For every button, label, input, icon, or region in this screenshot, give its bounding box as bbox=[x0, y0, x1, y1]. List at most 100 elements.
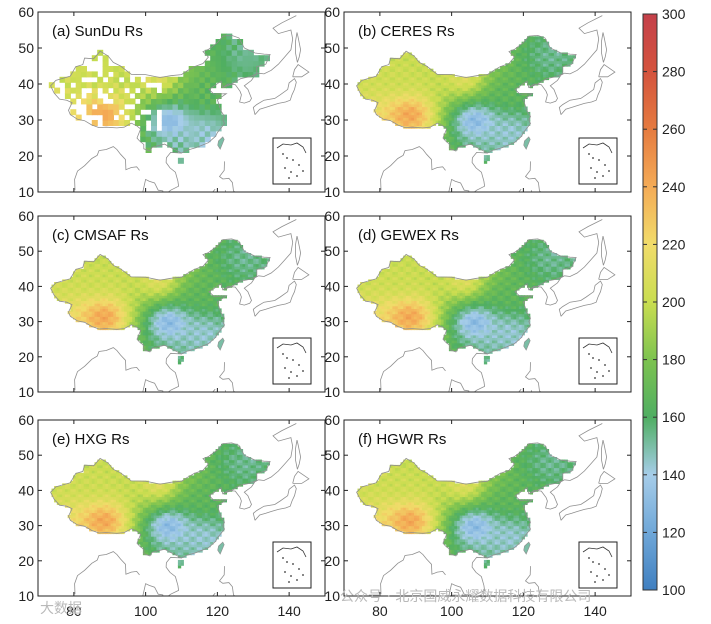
heatmap-cell bbox=[207, 305, 211, 309]
heatmap-cell bbox=[186, 342, 190, 346]
heatmap-cell bbox=[204, 308, 209, 312]
heatmap-cell bbox=[505, 68, 509, 72]
heatmap-cell bbox=[177, 324, 182, 328]
heatmap-cell bbox=[169, 282, 174, 286]
heatmap-cell bbox=[438, 305, 442, 309]
heatmap-cell bbox=[486, 303, 490, 307]
heatmap-cell bbox=[156, 337, 160, 341]
heatmap-cell bbox=[191, 289, 195, 294]
heatmap-cell bbox=[505, 138, 509, 143]
heatmap-cell bbox=[483, 106, 488, 110]
heatmap-cell bbox=[156, 282, 160, 286]
heatmap-cell bbox=[204, 305, 209, 309]
heatmap-cell bbox=[505, 117, 509, 121]
heatmap-cell bbox=[524, 122, 528, 126]
heatmap-cell bbox=[489, 111, 493, 116]
heatmap-cell bbox=[381, 295, 385, 299]
heatmap-cell bbox=[196, 300, 200, 304]
heatmap-cell bbox=[212, 282, 217, 286]
heatmap-cell bbox=[443, 98, 447, 102]
heatmap-cell bbox=[427, 289, 431, 294]
heatmap-cell bbox=[137, 287, 141, 291]
heatmap-cell bbox=[188, 297, 192, 301]
inset-island bbox=[296, 375, 298, 377]
heatmap-cell bbox=[438, 114, 442, 118]
heatmap-cell bbox=[392, 311, 396, 315]
heatmap-cell bbox=[489, 337, 493, 341]
heatmap-cell bbox=[70, 311, 74, 315]
heatmap-cell bbox=[448, 84, 453, 89]
heatmap-cell bbox=[196, 308, 200, 312]
heatmap-cell bbox=[186, 340, 190, 344]
heatmap-cell bbox=[462, 101, 466, 105]
heatmap-cell bbox=[397, 93, 402, 97]
heatmap-cell bbox=[478, 117, 482, 121]
heatmap-cell bbox=[253, 255, 257, 259]
heatmap-cell bbox=[199, 279, 203, 283]
heatmap-cell bbox=[91, 87, 98, 94]
heatmap-cell bbox=[467, 133, 472, 137]
heatmap-cell bbox=[183, 319, 187, 323]
heatmap-cell bbox=[159, 297, 163, 301]
heatmap-cell bbox=[210, 332, 214, 336]
heatmap-cell bbox=[59, 292, 63, 296]
heatmap-cell bbox=[462, 305, 466, 309]
heatmap-cell bbox=[153, 295, 157, 299]
heatmap-cell bbox=[497, 82, 501, 86]
heatmap-cell bbox=[387, 98, 391, 102]
heatmap-cell bbox=[395, 266, 399, 270]
heatmap-cell bbox=[191, 319, 195, 323]
heatmap-cell bbox=[432, 300, 437, 304]
heatmap-cell bbox=[180, 305, 184, 309]
heatmap-cell bbox=[229, 242, 233, 246]
heatmap-cell bbox=[397, 311, 402, 315]
heatmap-cell bbox=[134, 311, 139, 315]
heatmap-cell bbox=[370, 84, 375, 89]
heatmap-cell bbox=[408, 263, 412, 267]
heatmap-cell bbox=[153, 287, 157, 291]
heatmap-cell bbox=[529, 36, 533, 40]
heatmap-cell bbox=[191, 342, 195, 346]
heatmap-cell bbox=[448, 292, 453, 296]
heatmap-cell bbox=[210, 321, 214, 325]
heatmap-cell bbox=[172, 292, 176, 296]
heatmap-cell bbox=[467, 101, 472, 105]
heatmap-cell bbox=[438, 303, 442, 307]
heatmap-cell bbox=[395, 87, 399, 91]
heatmap-cell bbox=[379, 303, 383, 307]
heatmap-cell bbox=[186, 329, 190, 333]
heatmap-cell bbox=[212, 276, 217, 280]
heatmap-cell bbox=[513, 111, 517, 116]
heatmap-cell bbox=[99, 284, 104, 288]
heatmap-cell bbox=[384, 303, 388, 307]
heatmap-cell bbox=[489, 138, 493, 143]
heatmap-cell bbox=[416, 316, 420, 320]
heatmap-cell bbox=[446, 125, 450, 129]
y-tick-label: 60 bbox=[18, 4, 34, 20]
heatmap-cell bbox=[524, 93, 528, 97]
heatmap-cell bbox=[432, 98, 437, 102]
heatmap-cell bbox=[153, 334, 157, 338]
heatmap-cell bbox=[478, 82, 482, 86]
heatmap-cell bbox=[470, 342, 474, 346]
heatmap-cell bbox=[465, 82, 469, 86]
heatmap-cell bbox=[151, 345, 155, 349]
heatmap-cell bbox=[473, 82, 477, 86]
heatmap-cell bbox=[416, 287, 420, 291]
heatmap-cell bbox=[408, 87, 412, 91]
heatmap-cell bbox=[97, 276, 101, 280]
heatmap-cell bbox=[202, 340, 206, 344]
heatmap-cell bbox=[411, 321, 415, 325]
heatmap-cell bbox=[489, 130, 493, 135]
heatmap-cell bbox=[446, 90, 450, 94]
heatmap-cell bbox=[561, 57, 566, 62]
heatmap-cell bbox=[492, 90, 496, 94]
heatmap-cell bbox=[177, 141, 184, 148]
heatmap-cell bbox=[403, 321, 407, 325]
heatmap-cell bbox=[446, 120, 450, 124]
heatmap-cell bbox=[502, 128, 506, 132]
heatmap-cell bbox=[121, 274, 125, 278]
heatmap-cell bbox=[370, 284, 375, 288]
heatmap-cell bbox=[229, 279, 233, 283]
heatmap-cell bbox=[467, 90, 472, 94]
